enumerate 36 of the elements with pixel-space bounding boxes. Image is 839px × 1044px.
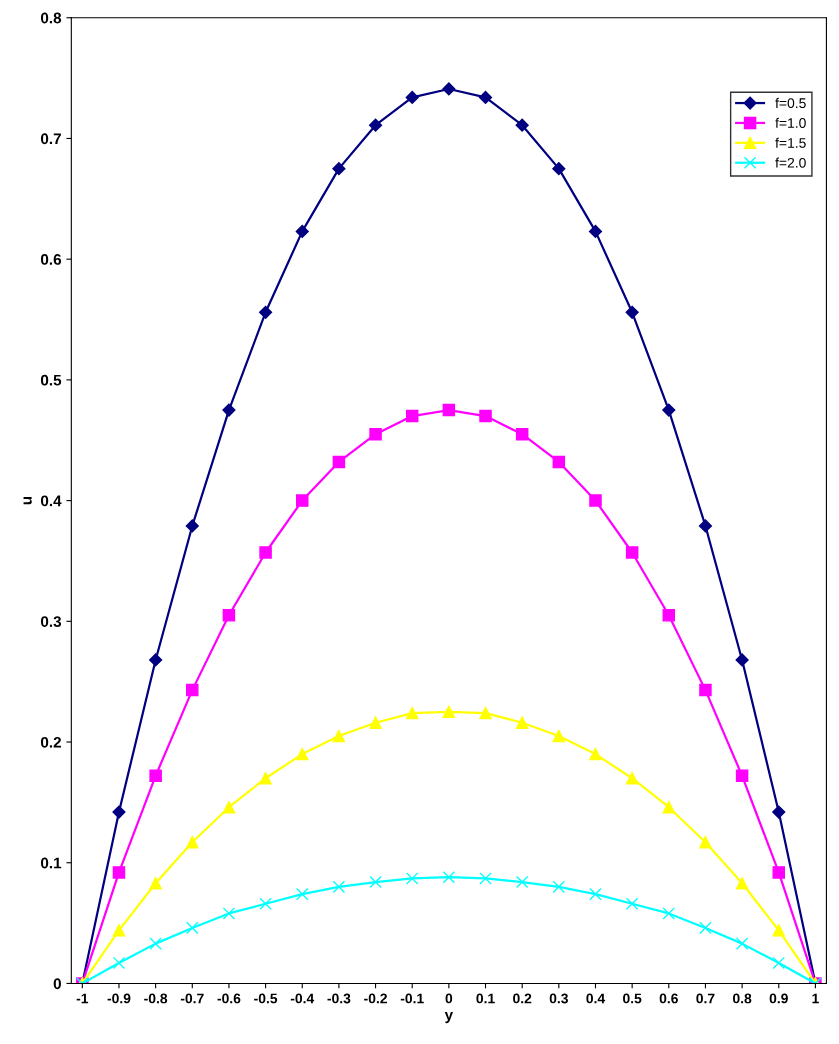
x-axis-title: y	[444, 1011, 454, 1024]
y-tick-label: 0.6	[40, 254, 62, 265]
x-tick-label: 0.3	[549, 993, 568, 1004]
x-tick-label: 0.1	[476, 993, 495, 1004]
x-tick-label: -0.7	[180, 993, 204, 1004]
legend-label: f=0.5	[775, 97, 806, 109]
x-tick-label: -0.6	[217, 993, 241, 1004]
y-tick-label: 0	[53, 978, 61, 990]
y-tick-label: 0.1	[40, 857, 62, 869]
y-tick-label: 0.3	[40, 616, 62, 628]
x-tick-label: 0.6	[659, 993, 678, 1004]
x-tick-label: -1	[76, 993, 89, 1004]
x-tick-label: -0.1	[400, 993, 424, 1004]
x-tick-label: 0.5	[623, 993, 642, 1004]
x-tick-label: 0.4	[586, 993, 606, 1004]
y-tick-label: 0.5	[40, 374, 62, 386]
x-tick-label: 0.8	[733, 993, 752, 1004]
y-tick-label: 0.4	[40, 495, 62, 507]
x-tick-label: -0.3	[327, 993, 351, 1004]
x-tick-label: -0.8	[144, 993, 168, 1004]
x-tick-label: -0.9	[107, 993, 131, 1004]
x-tick-label: -0.4	[290, 993, 315, 1004]
x-tick-label: 1	[812, 993, 819, 1004]
x-tick-label: 0.9	[769, 993, 788, 1004]
x-tick-label: -0.2	[364, 993, 387, 1004]
legend-label: f=1.0	[775, 117, 806, 128]
x-tick-label: -0.5	[254, 993, 278, 1004]
legend-label: f=2.0	[775, 157, 806, 168]
y-axis-title: u	[23, 496, 32, 505]
y-tick-label: 0.8	[40, 12, 62, 24]
x-tick-label: 0.7	[696, 993, 715, 1004]
y-tick-label: 0.7	[40, 133, 61, 145]
y-tick-label: 0.2	[40, 736, 61, 748]
legend-label: f=1.5	[775, 137, 806, 148]
x-tick-label: 0	[445, 993, 453, 1004]
x-tick-label: 0.2	[513, 993, 532, 1004]
